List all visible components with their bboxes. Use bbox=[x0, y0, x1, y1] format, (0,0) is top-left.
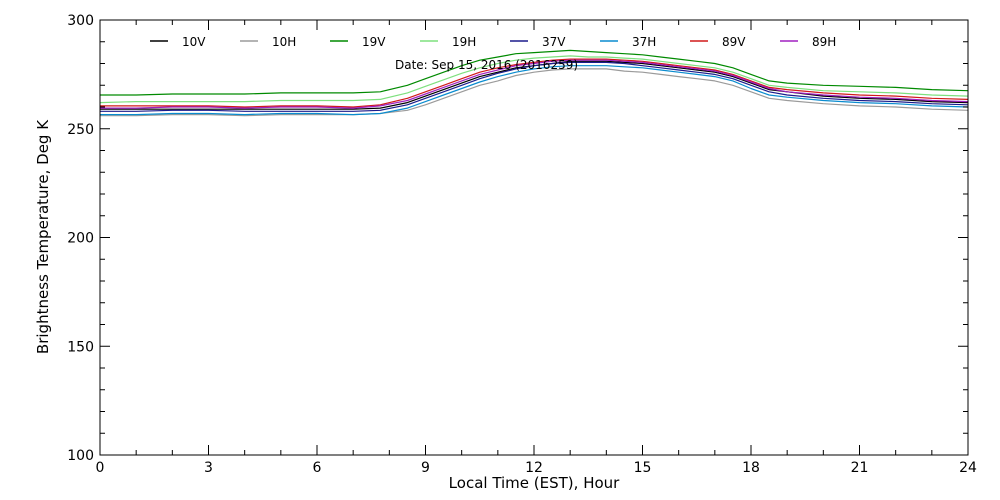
series-line-19v bbox=[100, 49, 969, 96]
legend-label-19h: 19H bbox=[452, 35, 476, 49]
axis-ticks bbox=[99, 19, 969, 456]
legend-label-37v: 37V bbox=[542, 35, 566, 49]
x-tick-label: 9 bbox=[421, 460, 430, 476]
x-tick-label: 12 bbox=[525, 460, 543, 476]
legend-label-10v: 10V bbox=[182, 35, 206, 49]
series-line-37h bbox=[100, 65, 969, 116]
series-line-19h bbox=[99, 55, 969, 104]
y-tick-label: 150 bbox=[67, 339, 94, 355]
y-tick-label: 250 bbox=[67, 122, 94, 138]
series-line-89v bbox=[100, 58, 969, 108]
legend: 10V 10H 19V 19H 37V 37H 89V 89H bbox=[150, 35, 836, 49]
legend-label-89h: 89H bbox=[812, 35, 836, 49]
x-tick-label: 3 bbox=[204, 460, 213, 476]
x-tick-label: 24 bbox=[959, 460, 977, 476]
series-line-10h bbox=[100, 68, 969, 117]
x-axis-label: Local Time (EST), Hour bbox=[449, 474, 620, 492]
legend-label-37h: 37H bbox=[632, 35, 656, 49]
tick-labels: 0 3 6 9 12 15 18 21 24 100 150 200 250 300 bbox=[67, 13, 977, 476]
legend-label-89v: 89V bbox=[722, 35, 746, 49]
x-tick-label: 18 bbox=[742, 460, 760, 476]
x-tick-label: 21 bbox=[851, 460, 869, 476]
x-tick-label: 6 bbox=[313, 460, 322, 476]
y-tick-label: 300 bbox=[67, 13, 94, 29]
y-axis-label: Brightness Temperature, Deg K bbox=[34, 119, 52, 354]
legend-label-10h: 10H bbox=[272, 35, 296, 49]
series-line-89h bbox=[100, 59, 969, 109]
date-annotation: Date: Sep 15, 2016 (2016259) bbox=[395, 58, 578, 72]
y-tick-label: 200 bbox=[67, 231, 94, 247]
legend-label-19v: 19V bbox=[362, 35, 386, 49]
x-tick-label: 15 bbox=[634, 460, 652, 476]
x-tick-label: 0 bbox=[96, 460, 105, 476]
plot-lines bbox=[99, 49, 969, 117]
y-tick-label: 100 bbox=[67, 448, 94, 464]
series-line-37v bbox=[100, 61, 969, 112]
